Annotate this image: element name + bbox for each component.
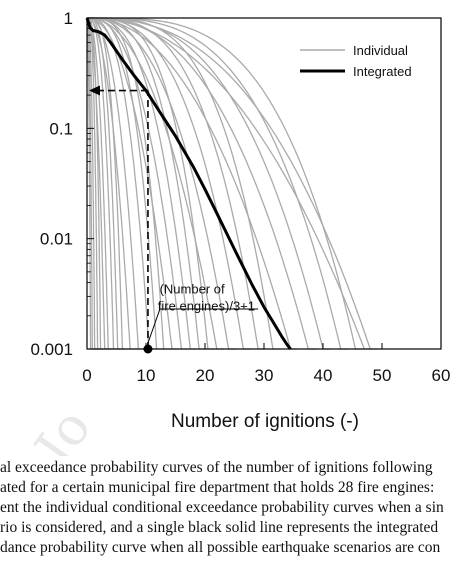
y-tick-label: 0.01 <box>40 230 73 249</box>
legend-label-individual: Individual <box>353 43 408 58</box>
x-tick-label: 30 <box>255 366 274 385</box>
individual-curve <box>87 17 378 350</box>
caption-line: ent the individual conditional exceedanc… <box>0 499 444 516</box>
annotation-label-line1: (Number of <box>160 281 225 296</box>
annotation-leader <box>147 308 259 344</box>
x-tick-label: 20 <box>196 366 215 385</box>
y-tick-label: 0.001 <box>30 340 73 359</box>
legend: Individual Integrated <box>300 43 412 79</box>
individual-curve <box>87 17 116 350</box>
individual-curve <box>87 17 298 350</box>
x-axis-ticks: 0 10 20 30 40 50 60 <box>82 343 450 385</box>
x-tick-label: 60 <box>432 366 451 385</box>
annotations: (Number of fire engines)/3+1 <box>89 85 259 354</box>
x-tick-label: 0 <box>82 366 91 385</box>
individual-curve <box>87 17 138 350</box>
x-tick-label: 10 <box>137 366 156 385</box>
annotation-label-line2: fire engines)/3+1 <box>158 298 255 313</box>
x-axis-label: Number of ignitions (-) <box>171 411 359 432</box>
figure-caption: al exceedance probability curves of the … <box>0 456 474 586</box>
individual-curve <box>87 17 224 350</box>
caption-line: rio is considered, and a single black so… <box>0 519 439 536</box>
individual-curve <box>87 17 179 350</box>
y-axis-ticks: 1 0.1 0.01 0.001 <box>30 9 94 359</box>
y-tick-label: 0.1 <box>49 119 73 138</box>
watermark-text: Jo <box>21 399 103 456</box>
individual-curve <box>87 17 372 350</box>
integrated-curve-group <box>85 17 292 350</box>
caption-line: ated for a certain municipal fire depart… <box>0 479 435 496</box>
caption-line: al exceedance probability curves of the … <box>0 459 433 476</box>
arrow-head <box>89 85 100 96</box>
chart: Jo (Number of fire engines)/3+1 0 10 20 30 40… <box>21 9 450 456</box>
y-tick-label: 1 <box>64 9 73 28</box>
caption-line: dance probability curve when all possibl… <box>0 539 441 556</box>
integrated-curve <box>85 17 292 350</box>
legend-label-integrated: Integrated <box>353 64 412 79</box>
individual-curve <box>87 17 146 350</box>
x-tick-label: 50 <box>373 366 392 385</box>
x-tick-label: 40 <box>314 366 333 385</box>
